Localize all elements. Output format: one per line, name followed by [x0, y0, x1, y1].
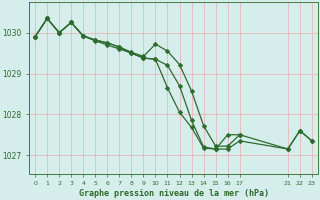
X-axis label: Graphe pression niveau de la mer (hPa): Graphe pression niveau de la mer (hPa) — [78, 189, 268, 198]
